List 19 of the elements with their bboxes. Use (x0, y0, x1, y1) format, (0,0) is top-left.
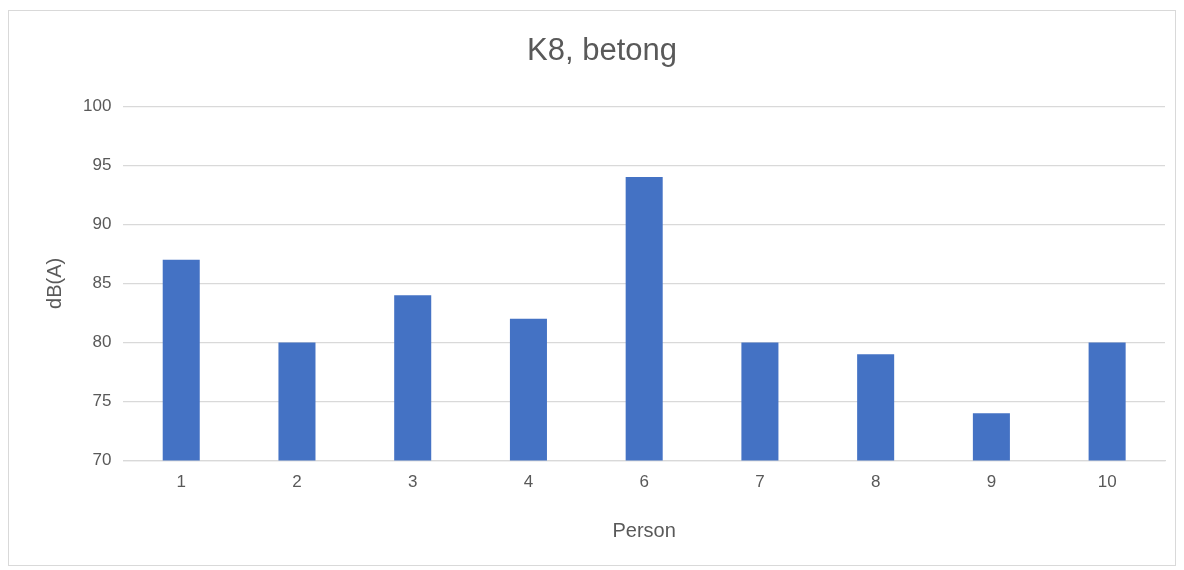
y-tick-label: 70 (92, 450, 112, 470)
y-tick-label: 95 (92, 154, 112, 174)
y-tick-label: 90 (92, 214, 112, 234)
x-tick-label: 4 (523, 472, 534, 492)
x-tick-label: 8 (870, 472, 881, 492)
x-tick-label: 6 (639, 472, 649, 492)
x-tick-label: 2 (292, 472, 302, 492)
x-tick-label: 7 (755, 472, 765, 492)
x-tick-label: 1 (176, 472, 186, 492)
x-tick-label: 9 (986, 472, 997, 492)
y-tick-label: 75 (92, 391, 112, 411)
y-axis-title: dB(A) (42, 257, 65, 309)
x-axis-title: Person (612, 518, 676, 541)
x-tick-label: 3 (407, 472, 418, 492)
chart-title: K8, betong (527, 32, 677, 68)
y-tick-label: 80 (92, 332, 112, 352)
y-tick-label: 85 (92, 273, 112, 293)
x-tick-label: 10 (1097, 472, 1117, 492)
y-tick-label: 100 (82, 95, 112, 115)
